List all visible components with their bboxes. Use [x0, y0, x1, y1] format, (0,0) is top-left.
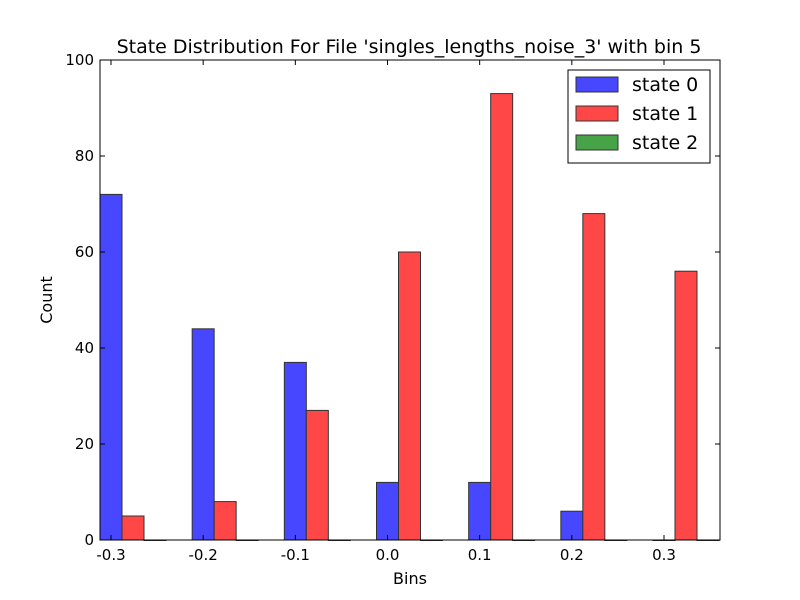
y-tick-label: 60 — [75, 243, 94, 261]
bar-state-1-0.1 — [490, 93, 514, 541]
bar-state-0-0.0 — [376, 481, 399, 541]
legend-swatch — [575, 76, 619, 93]
y-tick-label: 80 — [75, 147, 94, 165]
bar-state-1-0.3 — [674, 270, 698, 541]
legend-swatch — [575, 134, 619, 151]
bar-state-1-0.0 — [398, 251, 421, 541]
x-tick-label: 0.2 — [560, 546, 584, 564]
y-tick-label: 0 — [84, 531, 94, 549]
bar-state-0--0.3 — [99, 193, 123, 541]
bar-state-1-0.2 — [582, 213, 606, 541]
bar-state-1--0.1 — [305, 409, 329, 541]
x-tick-label: -0.3 — [96, 546, 125, 564]
plot-frame — [99, 59, 721, 541]
x-tick-label: -0.1 — [281, 546, 310, 564]
y-axis: 0 20 40 60 80 100 — [65, 51, 720, 549]
bars-group — [99, 93, 720, 541]
legend-swatch — [575, 105, 619, 122]
bar-state-1--0.3 — [121, 515, 145, 541]
bar-state-0--0.1 — [283, 361, 307, 541]
legend: state 0 state 1 state 2 — [567, 69, 711, 164]
bar-state-0-0.1 — [468, 481, 492, 541]
y-tick-label: 100 — [65, 51, 94, 69]
bar-state-1--0.2 — [213, 501, 237, 541]
y-axis-title: Count — [37, 276, 56, 324]
y-tick-label: 40 — [75, 339, 94, 357]
x-tick-label: 0.1 — [468, 546, 492, 564]
bar-state-0--0.2 — [191, 328, 215, 541]
x-axis-title: Bins — [393, 569, 427, 588]
x-tick-label: 0.3 — [652, 546, 676, 564]
x-tick-label: 0.0 — [376, 546, 400, 564]
x-tick-label: -0.2 — [189, 546, 218, 564]
legend-label: state 0 — [632, 74, 698, 96]
x-axis: -0.3 -0.2 -0.1 0.0 0.1 0.2 0.3 — [96, 60, 676, 564]
legend-label: state 2 — [632, 132, 698, 154]
chart-title: State Distribution For File 'singles_len… — [117, 36, 702, 58]
y-tick-label: 20 — [75, 435, 94, 453]
legend-label: state 1 — [632, 103, 698, 125]
